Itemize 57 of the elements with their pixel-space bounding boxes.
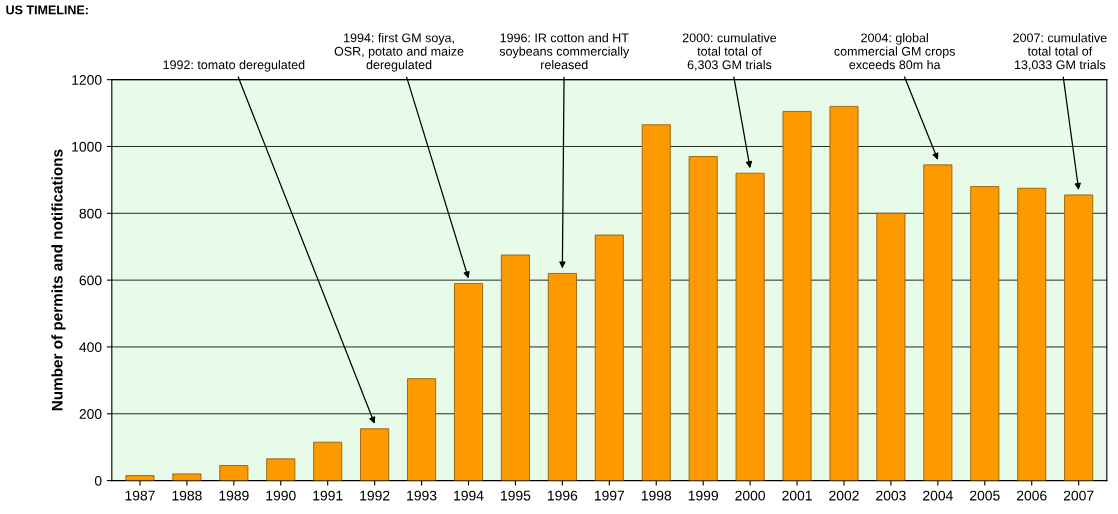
x-tick-label: 2001	[782, 490, 812, 501]
y-tick-label: 0	[94, 475, 102, 486]
y-tick-label: 600	[79, 275, 102, 286]
bar	[970, 186, 1000, 481]
x-tick-label: 1988	[172, 490, 202, 501]
x-tick-label: 1996	[547, 490, 578, 501]
bar	[266, 458, 296, 481]
bar	[454, 283, 484, 481]
bar	[1017, 187, 1047, 481]
annotation: 2000: cumulative total total of 6,303 GM trials	[682, 33, 777, 71]
bar	[125, 475, 155, 481]
y-tick-label: 1200	[72, 75, 102, 85]
x-tick-label: 1994	[454, 490, 484, 501]
text: US TIMELINE:	[6, 5, 88, 15]
bar	[641, 124, 671, 481]
x-tick-label: 2006	[1016, 490, 1047, 501]
bar	[360, 428, 390, 481]
bar	[172, 473, 202, 481]
x-tick-label: 2004	[923, 490, 953, 501]
x-tick-label: 1992	[360, 490, 390, 501]
annotation: 1996: IR cotton and HT soybeans commercially released	[499, 33, 630, 70]
x-tick-label: 1993	[407, 490, 437, 501]
bar	[407, 378, 437, 481]
x-tick-label: 2002	[829, 490, 859, 501]
bar	[829, 105, 859, 481]
x-tick-label: 1998	[641, 490, 672, 501]
bar	[219, 465, 249, 481]
y-tick-label: 400	[79, 342, 102, 353]
x-tick-label: 1997	[594, 490, 625, 501]
bar	[594, 234, 624, 481]
y-tick-label: 200	[79, 409, 102, 419]
y-tick-label: 800	[79, 208, 102, 219]
bar	[313, 441, 343, 481]
bar	[688, 156, 718, 481]
annotation: 2004: global commercial GM crops exceeds 80m ha	[834, 33, 955, 70]
y-axis-title: Number of permits and notifications	[51, 149, 66, 411]
bar	[1064, 194, 1094, 481]
x-tick-label: 1991	[313, 490, 343, 501]
x-tick-label: 2000	[735, 490, 766, 501]
bar	[547, 273, 577, 481]
x-tick-label: 2003	[876, 490, 906, 501]
x-tick-label: 1999	[688, 490, 718, 501]
x-tick-label: 1990	[266, 490, 296, 501]
bar	[735, 172, 765, 481]
bar	[500, 254, 530, 481]
y-tick-label: 1000	[72, 141, 102, 152]
annotation: 1992: tomato deregulated	[163, 60, 305, 72]
x-tick-label: 1995	[501, 490, 531, 501]
x-tick-label: 1989	[219, 490, 249, 501]
bar	[923, 164, 953, 481]
x-tick-label: 1987	[125, 490, 155, 501]
annotation: 1994: first GM soya, OSR, potato and maize deregulated	[334, 33, 464, 72]
annotation: 2007: cumulative total total of 13,033 GM trials	[1013, 33, 1107, 71]
bar	[876, 212, 906, 481]
x-tick-label: 2007	[1063, 490, 1094, 501]
bar	[782, 110, 812, 481]
x-tick-label: 2005	[970, 490, 1000, 501]
